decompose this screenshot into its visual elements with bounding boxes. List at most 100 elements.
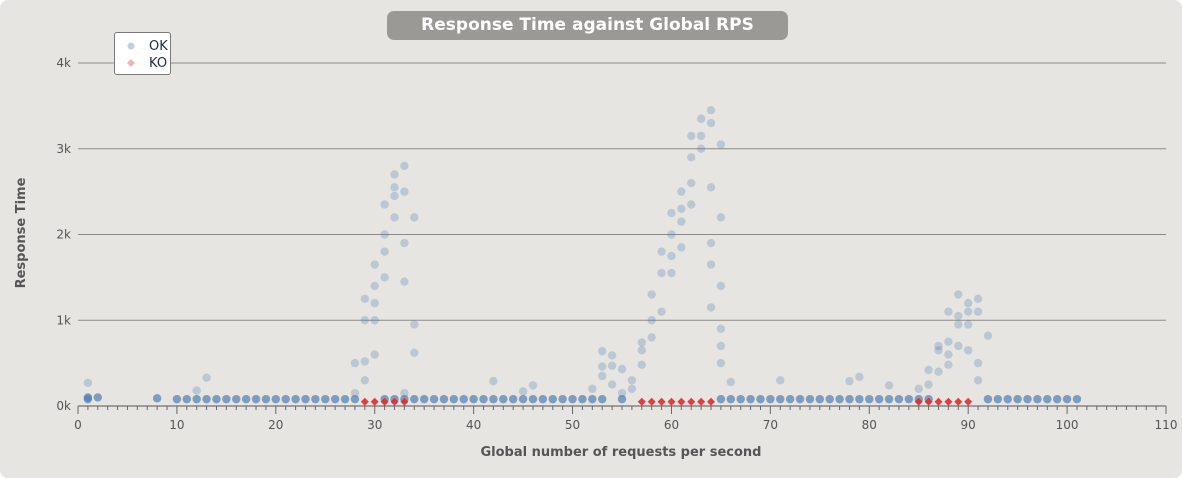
ok-point-dense — [756, 394, 765, 404]
ok-point — [598, 371, 607, 381]
ok-point — [973, 358, 983, 368]
x-tick-label: 50 — [565, 418, 580, 432]
x-tick-label: 80 — [862, 418, 877, 432]
ok-point-dense — [578, 394, 587, 404]
ok-point — [380, 200, 389, 209]
ok-point — [380, 230, 389, 239]
ok-point-dense — [825, 394, 834, 404]
ko-point — [707, 397, 716, 406]
ok-point — [370, 298, 379, 308]
ok-point-dense — [746, 394, 755, 404]
ko-point — [390, 397, 399, 406]
ok-point-dense — [904, 394, 914, 404]
ok-point-dense — [726, 394, 735, 404]
x-tick-label: 20 — [268, 418, 283, 432]
ok-point — [518, 387, 528, 396]
ok-point-dense — [865, 394, 874, 404]
ok-point-dense — [439, 394, 449, 404]
ok-point — [370, 316, 379, 325]
ok-point-dense — [568, 394, 577, 404]
ok-point — [716, 281, 726, 291]
ok-point — [687, 153, 696, 162]
ok-point — [954, 320, 963, 329]
ok-point-dense — [785, 394, 795, 404]
ok-point — [954, 290, 963, 299]
ok-point — [884, 381, 894, 390]
ok-point-dense — [459, 394, 468, 404]
ok-point — [687, 131, 696, 141]
ok-point — [716, 324, 726, 334]
chart-title: Response Time against Global RPS — [387, 11, 788, 40]
ok-point-dense — [509, 394, 518, 404]
ok-point — [400, 187, 409, 196]
ok-point — [963, 346, 973, 355]
ok-point — [677, 204, 686, 213]
ok-point-dense — [182, 394, 191, 404]
gridlines — [78, 62, 1166, 321]
ok-point-dense — [528, 394, 538, 404]
ok-point — [607, 361, 617, 370]
ok-point — [598, 362, 607, 371]
ok-point-dense — [884, 394, 894, 404]
ok-point-dense — [251, 394, 261, 404]
x-tick-label: 90 — [961, 418, 976, 432]
ok-point — [716, 341, 726, 351]
ok-point-dense — [558, 394, 567, 404]
ok-point — [944, 337, 953, 346]
ok-point — [716, 140, 726, 149]
ko-point — [370, 397, 379, 406]
ok-point-dense — [479, 394, 488, 404]
ok-point-dense — [271, 394, 281, 404]
ok-point — [202, 373, 211, 382]
ok-point — [350, 358, 360, 368]
ok-point — [973, 376, 983, 385]
ko-point — [647, 397, 656, 406]
ok-point — [667, 268, 676, 278]
ok-point — [360, 357, 370, 366]
y-tick-label: 2k — [56, 228, 71, 242]
ok-point — [706, 303, 716, 312]
ok-point — [963, 320, 973, 329]
ok-point-dense — [1023, 394, 1032, 404]
ok-point — [647, 316, 656, 325]
ok-point — [706, 260, 716, 269]
ok-point — [696, 131, 706, 141]
ok-point-dense — [489, 394, 498, 404]
x-tick-label: 0 — [74, 418, 82, 432]
ko-point — [360, 397, 369, 406]
x-tick-label: 40 — [466, 418, 481, 432]
ok-point-dense — [736, 394, 745, 404]
x-tick-label: 30 — [367, 418, 382, 432]
ko-point — [954, 397, 963, 406]
ok-point — [677, 187, 686, 196]
ok-point — [588, 384, 597, 394]
ok-point — [934, 346, 943, 355]
ok-point-dense — [340, 394, 350, 404]
ok-point-dense — [538, 394, 548, 404]
ok-point — [973, 294, 983, 304]
ok-point — [914, 384, 923, 394]
ok-point — [657, 268, 666, 278]
ok-point — [776, 376, 785, 385]
ok-point — [400, 388, 409, 398]
ok-point-dense — [1053, 394, 1062, 404]
ok-point-dense — [330, 394, 340, 404]
ok-point-dense — [172, 394, 182, 404]
y-tick-label: 0k — [56, 399, 71, 413]
ok-point-dense — [419, 394, 429, 404]
ok-point — [617, 364, 627, 374]
ok-point — [370, 281, 379, 291]
ok-point — [706, 105, 716, 115]
ok-point-dense — [1043, 394, 1052, 404]
ok-point — [400, 161, 409, 171]
ok-point-dense — [1003, 394, 1012, 404]
ok-point — [963, 298, 973, 308]
ok-point — [687, 200, 696, 209]
ok-point — [410, 320, 419, 329]
ok-point — [350, 388, 360, 398]
ok-point — [973, 307, 983, 316]
ok-point-dense — [1062, 394, 1072, 404]
ok-point-dense — [311, 394, 320, 404]
ok-point-dense — [469, 394, 478, 404]
legend-ko-marker — [127, 59, 135, 67]
